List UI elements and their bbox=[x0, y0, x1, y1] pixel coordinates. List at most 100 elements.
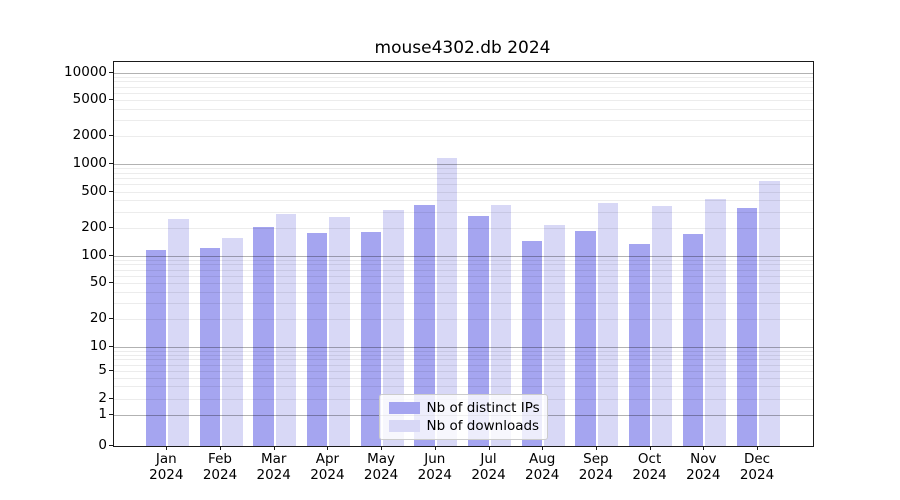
gridline-minor bbox=[114, 108, 813, 110]
bar-distinct-ips-nov bbox=[682, 234, 704, 446]
x-tick-label-jun: Jun 2024 bbox=[417, 451, 452, 483]
gridline-minor bbox=[114, 86, 813, 88]
y-tick-mark bbox=[109, 282, 113, 284]
x-tick-label-nov: Nov 2024 bbox=[686, 451, 721, 483]
y-tick-label: 1 bbox=[98, 406, 107, 423]
gridline-minor bbox=[114, 184, 813, 186]
x-tick-mark bbox=[381, 445, 383, 450]
gridline-minor bbox=[114, 264, 813, 266]
bar-distinct-ips-jan bbox=[145, 249, 167, 446]
bar-downloads-mar bbox=[275, 213, 297, 446]
plot-area: Nb of distinct IPs Nb of downloads bbox=[113, 61, 814, 447]
x-tick-mark bbox=[595, 445, 597, 450]
bar-downloads-jun bbox=[436, 157, 458, 446]
x-tick-label-apr: Apr 2024 bbox=[310, 451, 345, 483]
bar-downloads-nov bbox=[705, 199, 726, 446]
gridline-minor bbox=[114, 359, 813, 361]
gridline-major bbox=[114, 72, 813, 74]
bar-distinct-ips-mar bbox=[253, 226, 274, 446]
legend-label-downloads: Nb of downloads bbox=[426, 418, 540, 435]
chart-title: mouse4302.db 2024 bbox=[374, 38, 551, 58]
x-tick-mark bbox=[649, 445, 651, 450]
y-tick-mark bbox=[109, 135, 113, 137]
y-tick-mark bbox=[109, 397, 113, 399]
y-tick-mark bbox=[109, 444, 113, 446]
legend-entry-downloads: Nb of downloads bbox=[388, 418, 540, 435]
gridline-minor bbox=[114, 354, 813, 356]
y-tick-mark bbox=[109, 346, 113, 347]
bar-downloads-sep bbox=[597, 202, 619, 446]
bar-distinct-ips-dec bbox=[736, 207, 757, 446]
x-tick-mark bbox=[273, 445, 275, 450]
y-tick-mark bbox=[109, 254, 113, 256]
gridline-minor bbox=[114, 364, 813, 366]
gridline-minor bbox=[114, 283, 813, 285]
y-tick-label: 5 bbox=[98, 362, 107, 378]
legend-color-swatch-distinct-ips bbox=[388, 401, 420, 414]
bar-distinct-ips-sep bbox=[575, 231, 596, 446]
gridline-major bbox=[114, 164, 813, 165]
gridline-major bbox=[114, 255, 813, 257]
y-tick-mark bbox=[109, 318, 113, 320]
legend-color-swatch-downloads bbox=[388, 420, 420, 433]
gridline-minor bbox=[114, 319, 813, 321]
gridline-minor bbox=[114, 386, 813, 388]
x-tick-mark bbox=[220, 445, 221, 450]
gridline-minor bbox=[114, 259, 813, 261]
gridline-minor bbox=[114, 291, 813, 293]
x-tick-mark bbox=[434, 445, 436, 450]
y-tick-mark bbox=[109, 414, 113, 416]
y-tick-mark bbox=[109, 226, 113, 228]
x-tick-label-jul: Jul 2024 bbox=[471, 451, 506, 483]
bar-downloads-jan bbox=[168, 219, 189, 446]
y-tick-label: 500 bbox=[81, 182, 107, 199]
y-tick-label: 2 bbox=[98, 389, 107, 406]
gridline-major bbox=[114, 347, 813, 348]
legend-label-distinct-ips: Nb of distinct IPs bbox=[426, 399, 540, 416]
gridline-minor bbox=[114, 303, 813, 305]
gridline-minor bbox=[114, 172, 813, 174]
x-tick-label-may: May 2024 bbox=[363, 451, 399, 483]
gridline-minor bbox=[114, 275, 813, 277]
x-tick-label-dec: Dec 2024 bbox=[739, 451, 775, 483]
gridline-minor bbox=[114, 200, 813, 202]
gridline-minor bbox=[114, 191, 813, 193]
gridline-minor bbox=[114, 269, 813, 271]
gridline-minor bbox=[114, 120, 813, 122]
y-tick-label: 0 bbox=[98, 436, 107, 453]
x-tick-mark bbox=[327, 445, 329, 450]
x-tick-mark bbox=[542, 445, 544, 450]
gridline-minor bbox=[114, 100, 813, 102]
bar-downloads-apr bbox=[329, 217, 350, 446]
y-tick-label: 200 bbox=[81, 218, 107, 235]
gridline-minor bbox=[114, 178, 813, 180]
gridline-minor bbox=[114, 227, 813, 229]
y-tick-mark bbox=[109, 71, 113, 73]
y-tick-mark bbox=[109, 99, 113, 101]
y-tick-label: 50 bbox=[89, 274, 107, 291]
x-tick-mark bbox=[757, 445, 758, 450]
y-tick-label: 10000 bbox=[64, 63, 107, 80]
gridline-minor bbox=[114, 371, 813, 372]
y-tick-label: 5000 bbox=[72, 91, 107, 108]
bar-distinct-ips-oct bbox=[629, 243, 650, 446]
bar-downloads-oct bbox=[651, 206, 673, 446]
x-tick-mark bbox=[703, 445, 705, 450]
x-tick-label-aug: Aug 2024 bbox=[525, 451, 560, 483]
bar-downloads-may bbox=[383, 210, 404, 446]
bar-distinct-ips-may bbox=[360, 231, 382, 446]
bar-downloads-feb bbox=[222, 238, 243, 446]
legend: Nb of distinct IPs Nb of downloads bbox=[378, 394, 548, 440]
bar-downloads-dec bbox=[759, 181, 780, 446]
gridline-minor bbox=[114, 350, 813, 352]
x-tick-label-jan: Jan 2024 bbox=[149, 451, 184, 483]
bar-downloads-jul bbox=[490, 205, 511, 446]
gridline-minor bbox=[114, 76, 813, 78]
gridline-minor bbox=[114, 168, 813, 170]
y-tick-mark bbox=[109, 163, 113, 164]
legend-entry-distinct-ips: Nb of distinct IPs bbox=[388, 399, 540, 416]
gridline-minor bbox=[114, 92, 813, 94]
y-tick-label: 1000 bbox=[72, 155, 107, 171]
x-tick-mark bbox=[166, 445, 168, 450]
y-tick-label: 20 bbox=[89, 310, 107, 327]
